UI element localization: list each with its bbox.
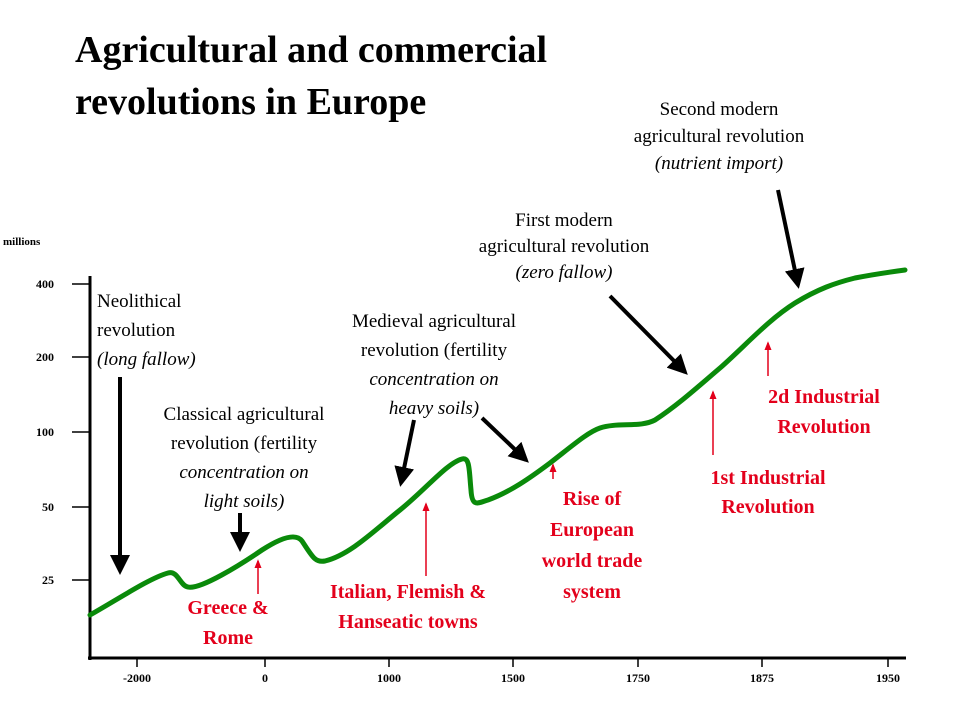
revolution-label-line: (zero fallow): [516, 262, 613, 283]
x-tick-label: 1000: [377, 671, 401, 685]
event-label-line: system: [563, 581, 621, 603]
event-label-line: Revolution: [721, 496, 814, 518]
event-label-line: Revolution: [777, 416, 870, 438]
arrow-medieval-2: [480, 416, 529, 463]
event-label-line: 2d Industrial: [768, 386, 880, 408]
revolution-label-second-modern: Second modern agricultural revolution (nut…: [634, 99, 805, 174]
event-label-line: European: [550, 519, 634, 541]
revolution-label-line: (long fallow): [97, 349, 196, 370]
y-ticks: 400 200 100 50 25: [36, 277, 90, 587]
event-label-greece-rome: Greece & Rome: [187, 597, 268, 649]
revolution-label-line: Neolithical: [97, 291, 181, 312]
y-tick-label: 100: [36, 425, 54, 439]
revolution-label-line: Medieval agricultural: [352, 311, 516, 332]
event-label-line: Rise of: [563, 488, 622, 510]
chart-title-line: revolutions in Europe: [75, 81, 426, 123]
event-label-italian-towns: Italian, Flemish & Hanseatic towns: [330, 581, 486, 633]
x-tick-label: 1750: [626, 671, 650, 685]
y-tick-label: 50: [42, 500, 54, 514]
arrow-medieval: [394, 419, 416, 487]
revolution-label-line: First modern: [515, 210, 613, 231]
y-axis-label: millions: [3, 236, 41, 248]
event-label-world-trade: Rise of European world trade system: [542, 488, 643, 603]
x-tick-label: 1950: [876, 671, 900, 685]
event-label-line: 1st Industrial: [710, 467, 825, 489]
chart-title-line: Agricultural and commercial: [75, 29, 547, 71]
revolution-label-line: agricultural revolution: [634, 126, 805, 147]
x-tick-label: -2000: [123, 671, 151, 685]
revolution-annotations: Neolithical revolution (long fallow) Classi…: [97, 99, 805, 512]
event-annotations: Greece & Rome Italian, Flemish & Hanseatic …: [187, 386, 880, 649]
revolution-label-line: heavy soils): [389, 398, 479, 419]
revolution-label-first-modern: First modern agricultural revolution (zero…: [479, 210, 650, 283]
event-arrows: [254, 341, 772, 594]
x-tick-label: 1500: [501, 671, 525, 685]
y-tick-label: 200: [36, 350, 54, 364]
revolution-label-line: concentration on: [179, 462, 308, 483]
revolution-label-classical: Classical agricultural revolution (fertil…: [164, 404, 325, 512]
revolution-label-line: revolution: [97, 320, 176, 341]
y-tick-label: 25: [42, 573, 54, 587]
arrow-second-modern: [776, 189, 805, 289]
chart-title: Agricultural and commercial revolutions …: [75, 29, 557, 123]
revolution-label-medieval: Medieval agricultural revolution (fertili…: [352, 311, 516, 419]
revolution-label-line: Second modern: [660, 99, 779, 120]
revolution-label-line: Classical agricultural: [164, 404, 325, 425]
x-ticks: -2000 0 1000 1500 1750 1875 1950: [123, 658, 900, 685]
population-line: [87, 267, 908, 618]
revolution-label-line: concentration on: [369, 369, 498, 390]
revolution-arrows: [110, 189, 805, 575]
event-label-line: Italian, Flemish &: [330, 581, 486, 603]
event-label-line: world trade: [542, 550, 643, 572]
x-tick-label: 1875: [750, 671, 774, 685]
y-tick-label: 400: [36, 277, 54, 291]
revolution-label-line: light soils): [204, 491, 285, 512]
x-tick-label: 0: [262, 671, 268, 685]
event-label-second-industrial: 2d Industrial Revolution: [768, 386, 880, 438]
revolution-label-line: agricultural revolution: [479, 236, 650, 257]
event-label-line: Rome: [203, 627, 253, 649]
event-label-line: Hanseatic towns: [338, 611, 478, 633]
revolution-label-neolithical: Neolithical revolution (long fallow): [97, 291, 196, 370]
revolution-label-line: revolution (fertility: [361, 340, 508, 361]
arrow-first-modern: [608, 294, 688, 375]
revolution-label-line: revolution (fertility: [171, 433, 318, 454]
revolution-label-line: (nutrient import): [655, 153, 783, 174]
event-label-line: Greece &: [187, 597, 268, 619]
event-label-first-industrial: 1st Industrial Revolution: [710, 467, 825, 518]
